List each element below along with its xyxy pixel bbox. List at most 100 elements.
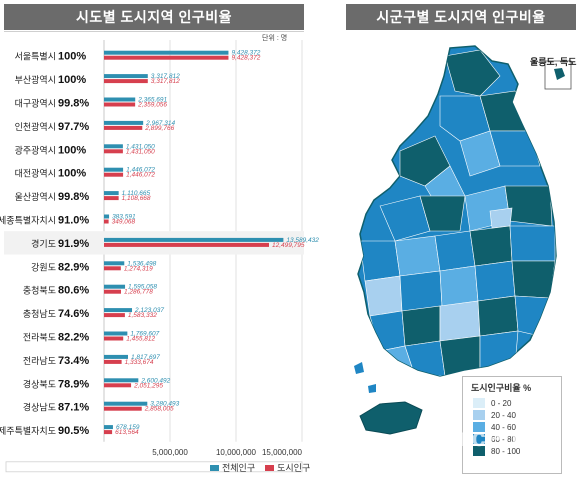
bar-total xyxy=(104,425,113,430)
bar-total xyxy=(104,74,148,79)
bar-urban xyxy=(104,55,229,60)
value-label-total: 3,317,812 xyxy=(151,73,180,80)
value-label-total: 2,600,492 xyxy=(140,377,170,384)
category-label: 대구광역시 xyxy=(15,98,56,109)
bar-urban xyxy=(104,125,143,130)
category-label: 충청남도 xyxy=(23,309,56,319)
value-label-total: 9,428,372 xyxy=(231,50,260,57)
ratio-label: 100% xyxy=(58,51,86,63)
legend-frame xyxy=(5,461,303,473)
bar-urban xyxy=(104,313,125,318)
ratio-label: 91.9% xyxy=(58,238,89,250)
jeju-island xyxy=(359,401,423,435)
bar-urban xyxy=(104,242,269,247)
map-legend-swatch xyxy=(473,446,485,456)
ratio-label: 91.0% xyxy=(58,215,89,227)
ratio-label: 100% xyxy=(58,168,86,180)
left-panel-title: 시도별 도시지역 인구비율 xyxy=(4,4,304,30)
value-label-urban: 1,274,319 xyxy=(124,265,153,272)
value-label-urban: 1,583,332 xyxy=(128,312,157,319)
bar-total xyxy=(104,120,144,125)
value-label-urban: 1,333,674 xyxy=(125,359,154,366)
value-label-urban: 3,317,812 xyxy=(151,78,180,85)
value-label-urban: 2,858,005 xyxy=(144,406,174,413)
value-label-urban: 2,051,295 xyxy=(133,382,163,389)
map-legend-row: 80 - 100 xyxy=(463,445,561,457)
value-label-total: 13,589,432 xyxy=(286,237,319,244)
value-label-total: 383,591 xyxy=(112,214,136,221)
bar-urban xyxy=(104,266,121,271)
map-legend-label: 40 - 60 xyxy=(491,422,516,432)
bar-total xyxy=(104,214,110,219)
legend-label-total: 전체인구 xyxy=(222,463,256,473)
map-legend: 도시인구비율 % 0 - 20 20 - 40 40 - 60 60 - 80 80 -… xyxy=(462,376,562,474)
legend-label-urban: 도시인구 xyxy=(277,463,311,473)
right-panel-title: 시군구별 도시지역 인구비율 xyxy=(346,4,576,30)
left-title-rule xyxy=(4,31,304,32)
map-legend-swatch xyxy=(473,434,485,444)
legend-swatch-urban xyxy=(265,464,275,471)
map-legend-rows: 0 - 20 20 - 40 40 - 60 60 - 80 80 - 100 xyxy=(463,397,561,457)
chart-legend: 전체인구 도시인구 xyxy=(210,461,310,474)
bar-urban xyxy=(104,79,148,84)
map-legend-row: 60 - 80 xyxy=(463,433,561,445)
ratio-label: 74.6% xyxy=(58,308,89,320)
ratio-label: 80.6% xyxy=(58,285,89,297)
category-label: 부산광역시 xyxy=(15,74,56,85)
bar-total xyxy=(104,50,229,55)
map-legend-label: 0 - 20 xyxy=(491,398,512,408)
value-label-urban: 1,431,050 xyxy=(126,148,155,155)
districts xyxy=(359,49,556,376)
ratio-label: 90.5% xyxy=(58,425,89,437)
ratio-label: 100% xyxy=(58,144,86,156)
ulleung-island xyxy=(554,68,565,80)
ratio-label: 82.2% xyxy=(58,332,89,344)
map-legend-title: 도시인구비율 % xyxy=(471,383,532,393)
bar-total xyxy=(104,261,125,266)
category-label: 서울특별시 xyxy=(15,52,56,62)
x-tick-label: 5,000,000 xyxy=(152,448,188,457)
bar-total xyxy=(104,331,128,336)
value-label-total: 3,280,493 xyxy=(150,401,179,408)
value-label-urban: 2,359,056 xyxy=(137,102,167,109)
category-label: 울산광역시 xyxy=(15,191,56,202)
value-label-urban: 349,068 xyxy=(112,219,136,226)
bar-urban xyxy=(104,172,124,177)
bar-total xyxy=(104,144,123,149)
value-label-total: 1,595,058 xyxy=(128,284,157,291)
southwest-islands xyxy=(354,362,376,393)
bar-total xyxy=(104,378,139,383)
map-legend-swatch xyxy=(473,422,485,432)
x-tick-label: 10,000,000 xyxy=(216,448,257,457)
value-label-urban: 613,564 xyxy=(115,429,139,436)
bar-urban xyxy=(104,219,109,224)
ratio-label: 78.9% xyxy=(58,378,89,390)
value-label-urban: 12,499,795 xyxy=(272,242,305,249)
map-legend-row: 0 - 20 xyxy=(463,397,561,409)
category-label: 제주특별자치도 xyxy=(0,425,56,436)
inset-label: 울릉도, 독도 xyxy=(530,57,577,67)
value-label-urban: 1,455,812 xyxy=(126,336,155,343)
value-label-total: 1,446,072 xyxy=(126,167,155,174)
bar-total xyxy=(104,167,124,172)
bar-total xyxy=(104,284,126,289)
watermark: Larcenter xyxy=(428,422,556,452)
category-label: 강원도 xyxy=(31,262,56,272)
ratio-label: 97.7% xyxy=(58,121,89,133)
value-label-urban: 9,428,372 xyxy=(231,55,260,62)
bar-urban xyxy=(104,383,132,388)
value-label-total: 2,123,037 xyxy=(134,307,164,314)
ratio-label: 73.4% xyxy=(58,355,89,367)
ratio-label: 82.9% xyxy=(58,261,89,273)
unit-label: 단위 : 명 xyxy=(262,35,288,42)
bar-urban xyxy=(104,406,142,411)
map-legend-row: 20 - 40 xyxy=(463,409,561,421)
bar-urban xyxy=(104,359,122,364)
map-legend-swatch xyxy=(473,398,485,408)
category-label: 인천광역시 xyxy=(15,121,56,132)
bar-total xyxy=(104,308,133,313)
category-label: 충청북도 xyxy=(23,286,56,296)
value-label-total: 1,769,607 xyxy=(130,331,159,338)
value-label-urban: 2,899,766 xyxy=(144,125,174,132)
